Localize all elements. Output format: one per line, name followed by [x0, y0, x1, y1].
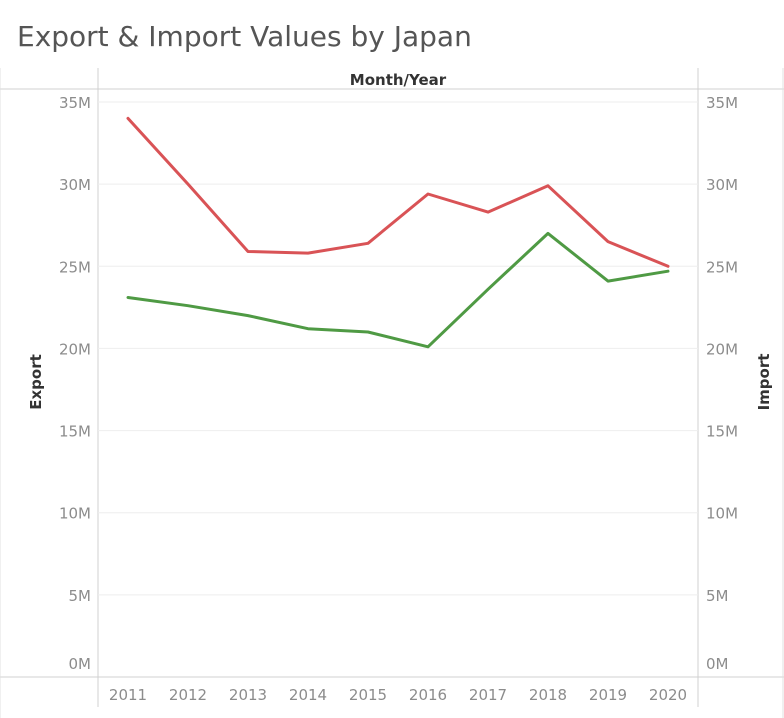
column-header: Month/Year: [350, 71, 447, 89]
y-tick-right-label: 5M: [706, 587, 729, 605]
x-tick-label: 2014: [289, 686, 327, 704]
series-line-2: [126, 231, 670, 349]
y-tick-right-label: 25M: [706, 258, 738, 276]
y-tick-right-label: 10M: [706, 505, 738, 523]
y-tick-right-label: 15M: [706, 423, 738, 441]
x-tick-label: 2012: [169, 686, 207, 704]
x-tick-label: 2013: [229, 686, 267, 704]
y-tick-left-label: 20M: [59, 340, 91, 358]
series-line-1: [126, 116, 670, 268]
y-axis-left-title: Export: [27, 354, 45, 410]
x-tick-label: 2020: [649, 686, 687, 704]
x-tick-label: 2019: [589, 686, 627, 704]
x-axis-ticks: 2011 2012 2013 2014 2015 2016 2017 2018 2019 2020: [109, 686, 687, 704]
chart-title: Export & Import Values by Japan: [17, 20, 472, 53]
y-tick-left-label: 15M: [59, 423, 91, 441]
x-tick-label: 2015: [349, 686, 387, 704]
y-tick-right-label: 30M: [706, 176, 738, 194]
y-tick-right-label: 0M: [706, 655, 729, 673]
y-axis-right-title: Import: [755, 354, 773, 411]
series-lines: [126, 116, 670, 349]
y-tick-right-label: 35M: [706, 94, 738, 112]
grid-lines: [98, 101, 698, 596]
y-tick-left-label: 25M: [59, 258, 91, 276]
x-tick-label: 2017: [469, 686, 507, 704]
y-tick-left-label: 30M: [59, 176, 91, 194]
y-tick-left-label: 5M: [69, 587, 92, 605]
y-axis-left-ticks: 0M 5M 10M 15M 20M 25M 30M 35M: [59, 94, 91, 673]
x-tick-label: 2016: [409, 686, 447, 704]
y-axis-right-ticks: 0M 5M 10M 15M 20M 25M 30M 35M: [706, 94, 738, 673]
y-tick-right-label: 20M: [706, 340, 738, 358]
x-tick-label: 2018: [529, 686, 567, 704]
y-tick-left-label: 35M: [59, 94, 91, 112]
x-tick-label: 2011: [109, 686, 147, 704]
y-tick-left-label: 0M: [69, 655, 92, 673]
y-tick-left-label: 10M: [59, 505, 91, 523]
